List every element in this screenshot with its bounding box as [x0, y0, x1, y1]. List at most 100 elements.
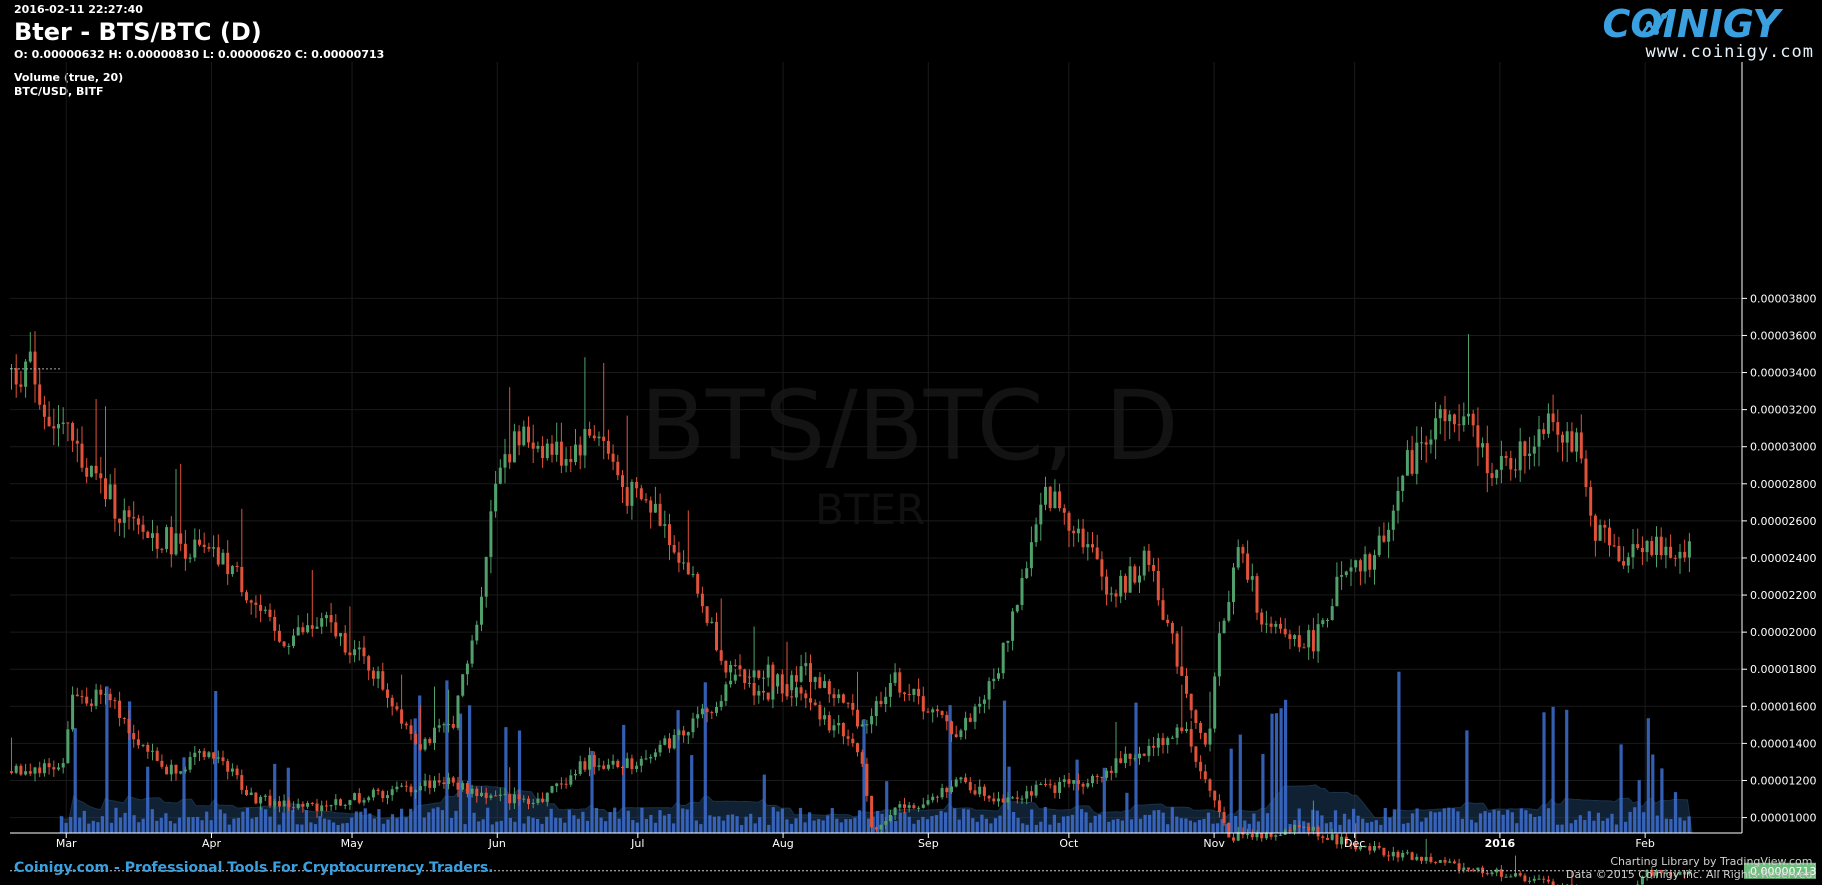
candle-body [1081, 528, 1085, 548]
candle-body [837, 694, 841, 699]
candle-body [66, 422, 70, 424]
candle-body [771, 664, 775, 687]
volume-bar [1025, 824, 1029, 833]
candle-body [1321, 620, 1325, 625]
candle-body [94, 465, 98, 474]
candle-body [1161, 600, 1165, 620]
footer-tagline[interactable]: Coinigy.com - Professional Tools For Cry… [14, 860, 494, 876]
volume-bar [291, 810, 295, 833]
volume-bar [277, 824, 281, 833]
volume-bar [1012, 812, 1016, 833]
volume-bar [993, 818, 998, 833]
candle-body [1293, 824, 1297, 831]
candle-body [503, 454, 507, 468]
volume-bar [1492, 809, 1496, 833]
candle-body [315, 803, 319, 811]
volume-bar [1528, 813, 1532, 833]
candle-body [597, 765, 601, 767]
volume-bar [449, 818, 454, 833]
candle-body [1091, 776, 1094, 784]
candle-body [104, 478, 107, 500]
candle-body [1180, 727, 1184, 732]
candle-body [1631, 544, 1635, 558]
candle-body [1598, 524, 1602, 541]
x-tick-label: Jul [630, 837, 644, 850]
candle-body [1528, 453, 1532, 456]
candle-body [273, 616, 277, 631]
volume-bar [1202, 818, 1206, 833]
candle-body [583, 761, 587, 770]
candle-body [950, 721, 953, 735]
volume-indicator-label[interactable]: Volume (true, 20) [14, 71, 124, 84]
candle-body [1518, 873, 1522, 876]
candle-body [118, 518, 122, 523]
volume-bar [640, 807, 644, 833]
volume-bar [1279, 708, 1283, 833]
candle-body [1504, 456, 1508, 459]
x-tick-label: Oct [1059, 837, 1079, 850]
volume-bar [1338, 824, 1342, 833]
volume-bar [245, 807, 250, 833]
volume-bar [490, 824, 494, 833]
volume-bar [794, 818, 798, 833]
candle-body [1373, 846, 1376, 851]
candle-body [578, 444, 582, 456]
candle-body [1687, 541, 1691, 558]
candle-body [846, 736, 850, 739]
volume-bar [390, 814, 395, 833]
candle-body [733, 665, 737, 667]
candle-body [550, 443, 554, 455]
candle-body [884, 696, 888, 705]
volume-bar [150, 809, 154, 833]
candle-body [917, 688, 921, 697]
volume-bar [164, 813, 168, 833]
volume-bar [209, 820, 213, 833]
volume-bar [1388, 817, 1392, 833]
candle-body [85, 696, 89, 704]
candle-body [80, 696, 84, 698]
overlay-indicator-label[interactable]: BTC/USD, BITF [14, 85, 104, 98]
volume-bar [273, 763, 277, 833]
candle-body [381, 791, 385, 799]
candle-body [531, 802, 535, 805]
volume-bar [717, 816, 721, 833]
candle-body [794, 687, 798, 698]
x-tick-label: Nov [1203, 837, 1225, 850]
volume-bar [1270, 713, 1274, 833]
volume-bar [1488, 812, 1492, 833]
volume-bar [177, 817, 182, 833]
candle-body [212, 547, 216, 549]
candle-body [1358, 846, 1362, 850]
candle-body [132, 733, 136, 740]
volume-bar [1669, 819, 1673, 833]
candle-body [1471, 413, 1475, 426]
volume-bar [1206, 812, 1211, 833]
candle-body [1335, 834, 1339, 845]
footer-credit-tradingview[interactable]: Charting Library by TradingView.com. [1610, 855, 1816, 868]
coinigy-logo[interactable]: COINIGY www.coinigy.com [1603, 2, 1814, 62]
volume-bar [839, 822, 843, 833]
candle-body [1368, 846, 1372, 851]
volume-bar [409, 808, 413, 833]
candle-body [19, 384, 23, 387]
candle-body [1307, 826, 1311, 831]
candle-body [1363, 846, 1367, 848]
candle-body [809, 698, 812, 703]
candle-body [28, 771, 32, 774]
candle-body [1203, 771, 1207, 780]
volume-bar [749, 813, 753, 833]
candle-body [663, 524, 667, 526]
volume-bar [155, 820, 159, 833]
candle-body [108, 693, 112, 701]
volume-bar [576, 818, 580, 833]
candle-body [785, 684, 789, 697]
candle-body [1650, 540, 1654, 556]
volume-bar [1637, 780, 1641, 833]
candle-body [898, 672, 902, 693]
volume-bar [1030, 809, 1034, 833]
candle-body [42, 763, 46, 774]
candle-body [263, 795, 267, 797]
candle-body [386, 795, 389, 799]
volume-bar [1673, 792, 1678, 833]
